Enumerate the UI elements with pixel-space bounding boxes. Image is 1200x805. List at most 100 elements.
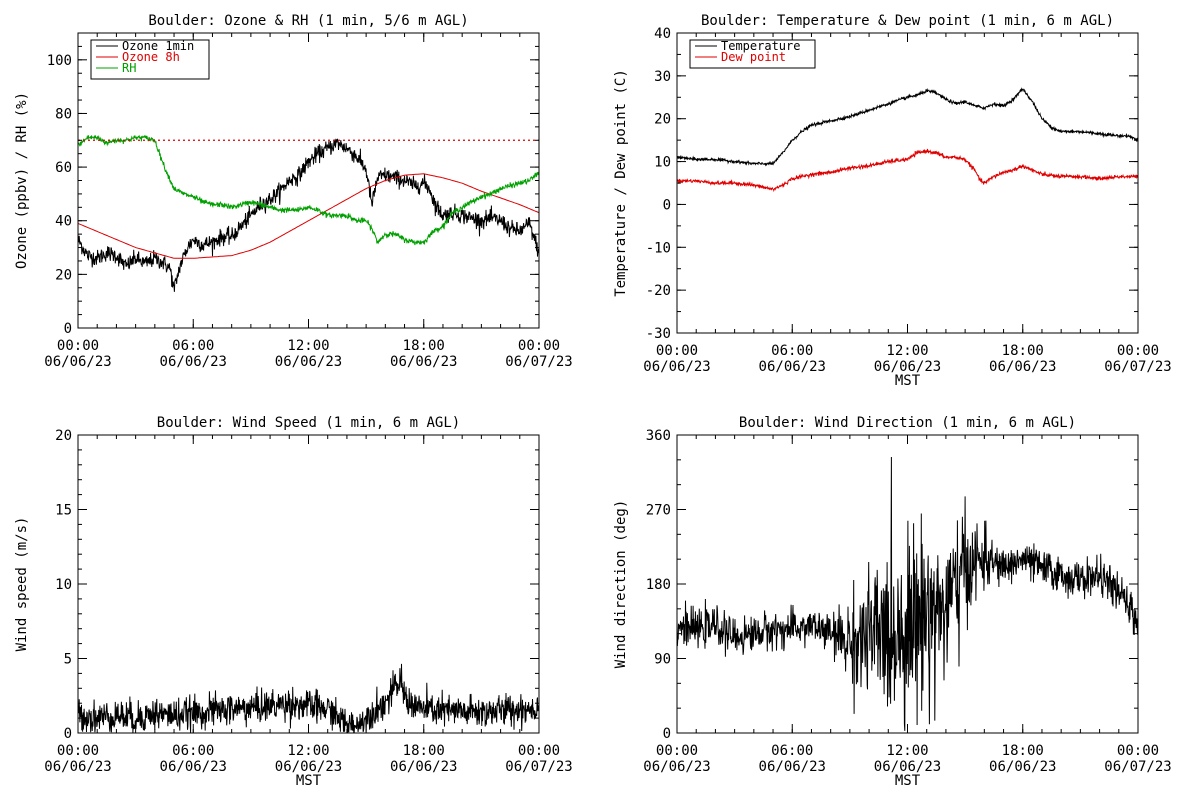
y-tick-label: 30 — [654, 69, 671, 85]
x-tick-label-date: 06/06/23 — [759, 759, 826, 775]
x-tick-label-time: 00:00 — [656, 343, 698, 359]
x-tick-label-date: 06/06/23 — [390, 354, 457, 370]
plot-frame — [676, 32, 1139, 334]
legend-entry: Dew point — [721, 50, 786, 64]
y-tick-label: -30 — [646, 326, 671, 342]
x-tick-label-date: 06/06/23 — [989, 359, 1056, 375]
x-tick-label-time: 06:00 — [172, 743, 214, 759]
x-axis-label: MST — [895, 373, 921, 389]
plot-area — [677, 456, 1138, 731]
x-tick-label-date: 06/06/23 — [160, 354, 227, 370]
x-tick-label-time: 06:00 — [172, 338, 214, 354]
plot-frame — [77, 434, 540, 734]
x-tick-label-date: 06/06/23 — [874, 359, 941, 375]
y-tick-label: 20 — [55, 267, 72, 283]
chart-panel-ozone_rh: Boulder: Ozone & RH (1 min, 5/6 m AGL) Oz… — [14, 13, 573, 370]
y-axis-label: Wind direction (deg) — [613, 500, 629, 669]
series-line-rh — [78, 134, 539, 246]
x-axis-label: MST — [296, 773, 322, 789]
y-tick-label: 90 — [654, 652, 671, 668]
x-tick-label-time: 00:00 — [1117, 343, 1159, 359]
series-line-dew-point — [677, 148, 1138, 193]
y-tick-label: 20 — [55, 428, 72, 444]
x-tick-label-time: 00:00 — [1117, 743, 1159, 759]
x-tick-label-date: 06/06/23 — [44, 354, 111, 370]
x-tick-label-time: 00:00 — [656, 743, 698, 759]
x-tick-label-date: 06/06/23 — [275, 759, 342, 775]
series-line-ozone-8h — [78, 173, 539, 259]
y-tick-label: 40 — [654, 26, 671, 42]
y-tick-label: 80 — [55, 106, 72, 122]
y-tick-label: 0 — [64, 726, 72, 742]
x-tick-label-date: 06/06/23 — [160, 759, 227, 775]
y-tick-label: 60 — [55, 160, 72, 176]
x-tick-label-date: 06/07/23 — [505, 354, 572, 370]
series-line-temperature — [677, 87, 1138, 167]
y-tick-label: 180 — [646, 577, 671, 593]
legend-entry: RH — [122, 61, 136, 75]
series-line-series-0 — [78, 663, 539, 733]
y-tick-label: 10 — [654, 155, 671, 171]
chart-panel-wind_dir: Boulder: Wind Direction (1 min, 6 m AGL)… — [613, 415, 1172, 789]
x-tick-label-date: 06/06/23 — [643, 359, 710, 375]
x-tick-label-time: 12:00 — [287, 338, 329, 354]
chart-title: Boulder: Wind Direction (1 min, 6 m AGL) — [739, 415, 1076, 431]
y-axis-label: Temperature / Dew point (C) — [613, 69, 629, 297]
x-tick-label-time: 00:00 — [57, 338, 99, 354]
y-tick-label: -10 — [646, 240, 671, 256]
y-tick-label: 0 — [64, 321, 72, 337]
x-tick-label-date: 06/07/23 — [1104, 359, 1171, 375]
plot-area — [78, 134, 539, 292]
x-tick-label-time: 18:00 — [403, 338, 445, 354]
y-tick-label: 0 — [663, 726, 671, 742]
x-tick-label-time: 00:00 — [518, 338, 560, 354]
y-tick-label: 100 — [47, 53, 72, 69]
x-tick-label-time: 06:00 — [771, 743, 813, 759]
x-tick-label-time: 00:00 — [518, 743, 560, 759]
chart-title: Boulder: Temperature & Dew point (1 min,… — [701, 13, 1114, 29]
x-tick-label-date: 06/06/23 — [989, 759, 1056, 775]
x-tick-label-time: 06:00 — [771, 343, 813, 359]
series-line-ozone-1min — [78, 138, 539, 292]
chart-title: Boulder: Wind Speed (1 min, 6 m AGL) — [157, 415, 460, 431]
x-tick-label-time: 12:00 — [287, 743, 329, 759]
chart-panel-wind_speed: Boulder: Wind Speed (1 min, 6 m AGL) Wind… — [14, 415, 573, 789]
x-tick-label-date: 06/07/23 — [505, 759, 572, 775]
y-tick-label: 15 — [55, 503, 72, 519]
x-tick-label-time: 18:00 — [1002, 743, 1044, 759]
x-tick-label-time: 18:00 — [1002, 343, 1044, 359]
legend-entry: Temperature — [721, 39, 800, 53]
x-tick-label-date: 06/06/23 — [874, 759, 941, 775]
x-tick-label-date: 06/06/23 — [390, 759, 457, 775]
y-tick-label: 270 — [646, 503, 671, 519]
y-tick-label: 10 — [55, 577, 72, 593]
x-tick-label-time: 12:00 — [886, 743, 928, 759]
x-tick-label-date: 06/06/23 — [275, 354, 342, 370]
y-tick-label: 5 — [64, 652, 72, 668]
y-tick-label: 360 — [646, 428, 671, 444]
x-tick-label-time: 00:00 — [57, 743, 99, 759]
plot-area — [677, 87, 1138, 193]
legend-entry: Ozone 1min — [122, 39, 194, 53]
plot-area — [78, 663, 539, 733]
y-tick-label: 20 — [654, 112, 671, 128]
x-tick-label-date: 06/07/23 — [1104, 759, 1171, 775]
y-tick-label: -20 — [646, 283, 671, 299]
y-axis-label: Ozone (ppbv) / RH (%) — [14, 92, 30, 269]
y-tick-label: 0 — [663, 197, 671, 213]
chart-title: Boulder: Ozone & RH (1 min, 5/6 m AGL) — [148, 13, 468, 29]
x-tick-label-date: 06/06/23 — [643, 759, 710, 775]
chart-panel-temp_dew: Boulder: Temperature & Dew point (1 min,… — [613, 13, 1172, 389]
y-axis-label: Wind speed (m/s) — [14, 517, 30, 652]
x-tick-label-date: 06/06/23 — [44, 759, 111, 775]
x-tick-label-time: 18:00 — [403, 743, 445, 759]
x-axis-label: MST — [895, 773, 921, 789]
y-tick-label: 40 — [55, 214, 72, 230]
legend-box — [689, 39, 816, 69]
x-tick-label-date: 06/06/23 — [759, 359, 826, 375]
legend-entry: Ozone 8h — [122, 50, 180, 64]
series-line-series-0 — [677, 456, 1138, 731]
x-tick-label-time: 12:00 — [886, 343, 928, 359]
